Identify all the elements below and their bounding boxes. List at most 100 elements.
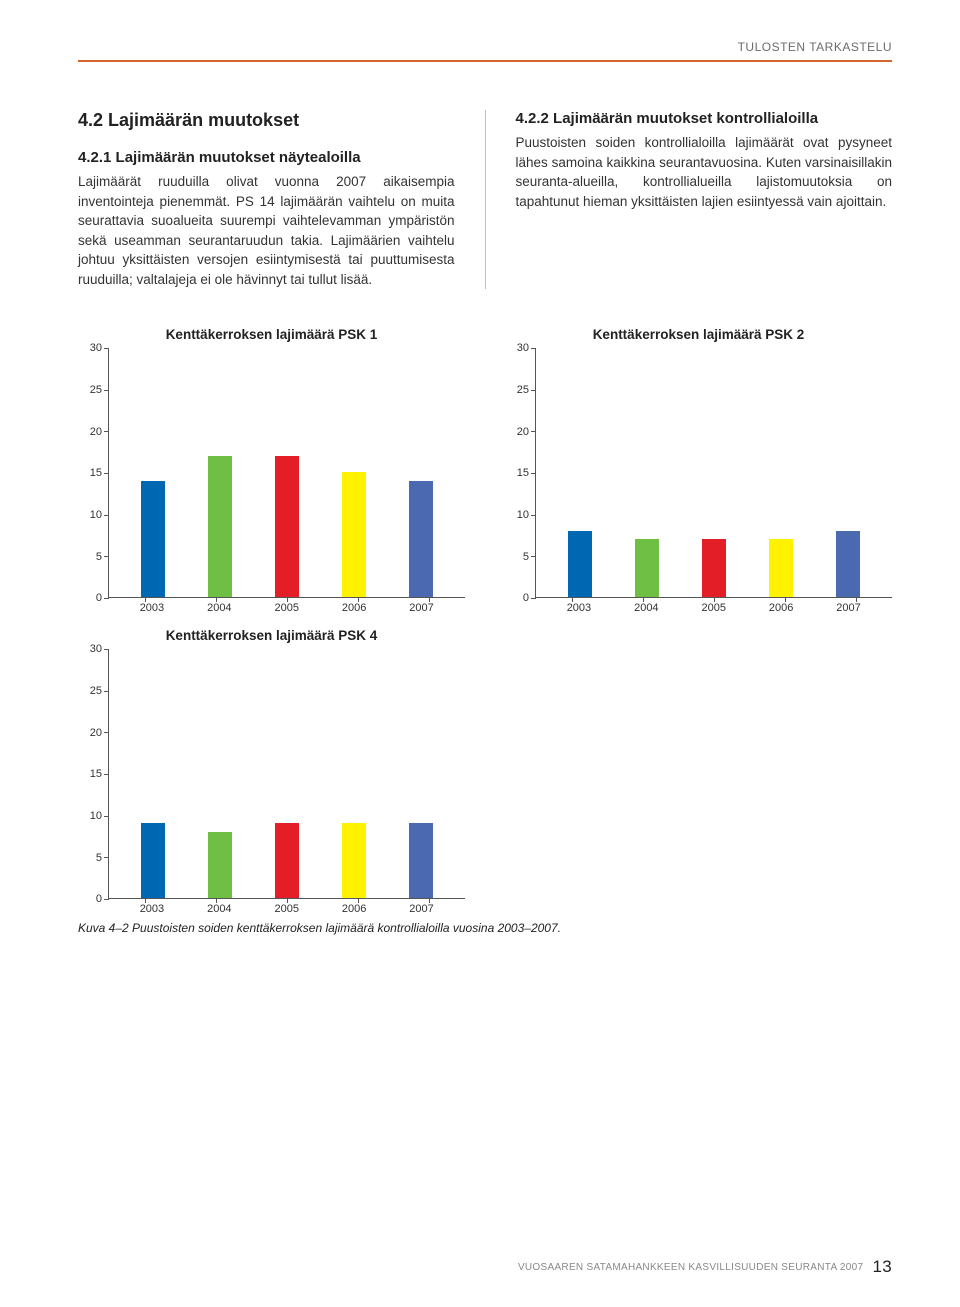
x-tick-label: 2006 (342, 602, 366, 614)
y-tick-label: 25 (90, 384, 102, 396)
x-tick (785, 597, 786, 602)
body-text-right: Puustoisten soiden kontrollialoilla laji… (516, 133, 893, 211)
bar (568, 531, 592, 598)
plot-area (535, 348, 892, 598)
y-tick-label: 5 (96, 551, 102, 563)
x-tick (145, 898, 146, 903)
x-tick-label: 2005 (701, 602, 725, 614)
bar (635, 539, 659, 597)
y-tick (104, 899, 109, 900)
bar-chart: Kenttäkerroksen lajimäärä PSK 1051015202… (78, 327, 465, 614)
y-tick-label: 20 (517, 426, 529, 438)
bar (769, 539, 793, 597)
bar (342, 472, 366, 597)
y-tick-label: 10 (90, 509, 102, 521)
x-tick (358, 898, 359, 903)
bar (141, 823, 165, 898)
bar (275, 456, 299, 598)
y-tick-label: 0 (96, 893, 102, 905)
bar-chart: Kenttäkerroksen lajimäärä PSK 2 0 5 10 15 20 2… (505, 327, 892, 614)
chart-title: Kenttäkerroksen lajimäärä PSK 4 (78, 628, 465, 643)
x-tick (429, 898, 430, 903)
x-tick (643, 597, 644, 602)
x-tick (145, 597, 146, 602)
x-tick-label: 2004 (634, 602, 658, 614)
left-column: 4.2 Lajimäärän muutokset 4.2.1 Lajimäärä… (78, 110, 455, 289)
x-tick-label: 2005 (274, 903, 298, 915)
footer-text: VUOSAAREN SATAMAHANKKEEN KASVILLISUUDEN … (518, 1262, 863, 1273)
y-tick-label: 5 (523, 551, 529, 563)
bar (208, 456, 232, 598)
y-tick-label: 0 (96, 592, 102, 604)
bars-container (536, 348, 892, 597)
bar (836, 531, 860, 598)
chart-plot: 051015202530 (78, 649, 465, 899)
header-rule (78, 60, 892, 62)
bar (342, 823, 366, 898)
bars-container (109, 348, 465, 597)
plot-area (108, 649, 465, 899)
page-footer: VUOSAAREN SATAMAHANKKEEN KASVILLISUUDEN … (518, 1257, 892, 1277)
y-tick-label: 15 (90, 768, 102, 780)
bar (275, 823, 299, 898)
x-tick-label: 2004 (207, 903, 231, 915)
bar (409, 823, 433, 898)
bars-container (109, 649, 465, 898)
bar (141, 481, 165, 598)
x-tick (714, 597, 715, 602)
charts-grid: Kenttäkerroksen lajimäärä PSK 1 0 5 10 15 20 2… (78, 327, 892, 915)
x-tick-label: 2006 (342, 903, 366, 915)
bar (208, 832, 232, 899)
x-tick (287, 597, 288, 602)
y-tick-label: 25 (517, 384, 529, 396)
x-tick (856, 597, 857, 602)
x-tick-label: 2006 (769, 602, 793, 614)
y-tick-label: 10 (517, 509, 529, 521)
page-number: 13 (872, 1257, 892, 1276)
x-tick (572, 597, 573, 602)
chart-title: Kenttäkerroksen lajimäärä PSK 1 (78, 327, 465, 342)
x-tick-label: 2004 (207, 602, 231, 614)
chart-title: Kenttäkerroksen lajimäärä PSK 2 (505, 327, 892, 342)
y-tick-label: 0 (523, 592, 529, 604)
bar (702, 539, 726, 597)
x-tick (287, 898, 288, 903)
x-tick-label: 2003 (567, 602, 591, 614)
subsection-title-right: 4.2.2 Lajimäärän muutokset kontrollialoi… (516, 110, 893, 127)
x-tick-label: 2003 (140, 903, 164, 915)
header-section-label: TULOSTEN TARKASTELU (78, 40, 892, 60)
body-text-left: Lajimäärät ruuduilla olivat vuonna 2007 … (78, 172, 455, 289)
x-tick-label: 2003 (140, 602, 164, 614)
y-tick-label: 30 (517, 342, 529, 354)
x-tick-label: 2005 (274, 602, 298, 614)
y-tick-label: 25 (90, 685, 102, 697)
figure-caption: Kuva 4–2 Puustoisten soiden kenttäkerrok… (78, 921, 892, 935)
page: TULOSTEN TARKASTELU 4.2 Lajimäärän muuto… (0, 0, 960, 1307)
y-tick (104, 598, 109, 599)
bar (409, 481, 433, 598)
chart-plot: 051015202530 (78, 348, 465, 598)
x-tick (358, 597, 359, 602)
x-tick-label: 2007 (409, 903, 433, 915)
x-tick (216, 898, 217, 903)
x-tick (216, 597, 217, 602)
column-divider (485, 110, 486, 289)
section-title: 4.2 Lajimäärän muutokset (78, 110, 455, 131)
x-tick-label: 2007 (836, 602, 860, 614)
y-tick-label: 20 (90, 426, 102, 438)
plot-area (108, 348, 465, 598)
y-tick-label: 30 (90, 643, 102, 655)
text-columns: 4.2 Lajimäärän muutokset 4.2.1 Lajimäärä… (78, 110, 892, 289)
bar-chart: Kenttäkerroksen lajimäärä PSK 4 0 5 10 15 20 2… (78, 628, 465, 915)
subsection-title-left: 4.2.1 Lajimäärän muutokset näytealoilla (78, 149, 455, 166)
y-tick-label: 20 (90, 727, 102, 739)
x-tick (429, 597, 430, 602)
y-tick-label: 10 (90, 810, 102, 822)
y-tick-label: 15 (517, 467, 529, 479)
y-tick (531, 598, 536, 599)
x-tick-label: 2007 (409, 602, 433, 614)
y-tick-label: 5 (96, 852, 102, 864)
right-column: 4.2.2 Lajimäärän muutokset kontrollialoi… (516, 110, 893, 289)
y-tick-label: 30 (90, 342, 102, 354)
chart-plot: 051015202530 (505, 348, 892, 598)
